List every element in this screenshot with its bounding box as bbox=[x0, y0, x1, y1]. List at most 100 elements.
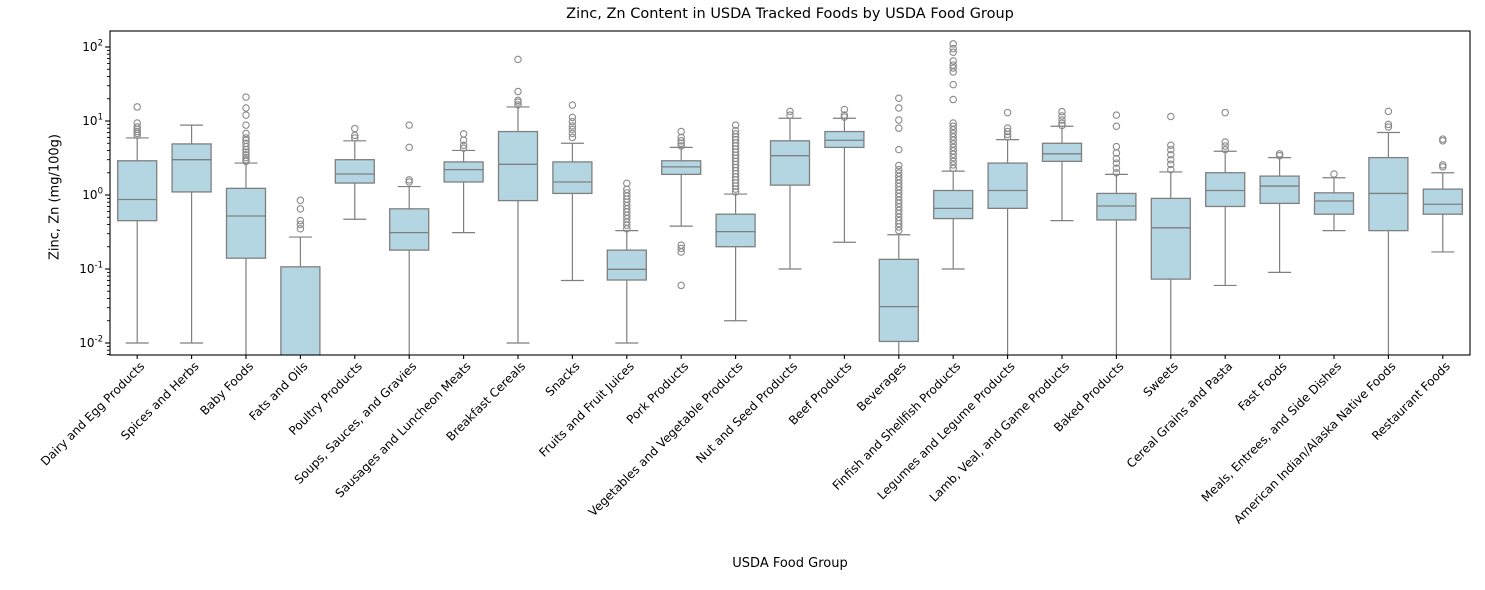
box bbox=[280, 266, 321, 355]
outlier-point bbox=[405, 121, 413, 129]
box bbox=[606, 249, 647, 281]
box-group bbox=[225, 93, 267, 355]
outlier-point bbox=[1167, 155, 1175, 164]
outlier-point bbox=[840, 111, 849, 119]
outlier-point bbox=[1112, 122, 1121, 130]
outlier-point bbox=[677, 127, 685, 136]
outlier-point bbox=[242, 148, 250, 156]
box-group bbox=[497, 55, 539, 344]
y-tick-label: 10-1 bbox=[79, 261, 103, 277]
outlier-point bbox=[731, 135, 740, 144]
outlier-point bbox=[677, 142, 685, 150]
outlier-point bbox=[895, 206, 903, 215]
outlier-point bbox=[949, 40, 957, 48]
outlier-point bbox=[1275, 150, 1284, 158]
outlier-point bbox=[242, 104, 250, 112]
outlier-point bbox=[1058, 119, 1066, 128]
outlier-point bbox=[895, 145, 903, 154]
box-group bbox=[1259, 150, 1300, 273]
outlier-point bbox=[1167, 165, 1175, 174]
box bbox=[497, 130, 539, 202]
outlier-point bbox=[949, 140, 957, 148]
box-group bbox=[824, 105, 865, 243]
outlier-point bbox=[786, 111, 794, 119]
y-tick-label: 10-2 bbox=[79, 335, 103, 351]
outlier-point bbox=[1058, 107, 1066, 116]
x-tick-label: Dairy and Egg Products bbox=[38, 359, 147, 468]
outlier-point bbox=[1167, 145, 1175, 154]
y-tick-label: 100 bbox=[82, 187, 103, 203]
outlier-point bbox=[133, 103, 141, 111]
box bbox=[1205, 172, 1246, 208]
box-group bbox=[1150, 112, 1191, 355]
outlier-point bbox=[242, 134, 250, 142]
box bbox=[1368, 156, 1409, 232]
outlier-point bbox=[242, 129, 250, 138]
outlier-point bbox=[949, 119, 957, 127]
outlier-point bbox=[568, 122, 577, 130]
x-tick-label: Baby Foods bbox=[197, 359, 256, 418]
outlier-point bbox=[296, 205, 305, 213]
outlier-point bbox=[1058, 116, 1066, 124]
outlier-point bbox=[351, 134, 359, 142]
box-group bbox=[1096, 111, 1137, 355]
outlier-point bbox=[895, 104, 903, 112]
x-tick-label: Snacks bbox=[543, 359, 583, 399]
outlier-point bbox=[405, 176, 413, 184]
outlier-point bbox=[623, 189, 631, 197]
outlier-point bbox=[1003, 108, 1012, 117]
box-series bbox=[117, 40, 1463, 355]
outlier-point bbox=[1112, 164, 1121, 172]
outlier-point bbox=[1384, 123, 1393, 131]
outlier-point bbox=[895, 124, 903, 132]
outlier-point bbox=[1167, 141, 1175, 150]
outlier-point bbox=[242, 139, 250, 148]
outlier-point bbox=[949, 161, 957, 169]
outlier-point bbox=[296, 220, 305, 229]
outlier-point bbox=[895, 216, 903, 225]
outlier-point bbox=[731, 130, 740, 138]
outlier-point bbox=[1221, 142, 1229, 150]
x-tick-label: Fruits and Fruit Juices bbox=[536, 359, 637, 460]
box bbox=[769, 140, 811, 186]
y-tick-label: 102 bbox=[82, 39, 103, 55]
outlier-point bbox=[1112, 154, 1121, 163]
outlier-point bbox=[459, 144, 468, 152]
outlier-point bbox=[1439, 135, 1447, 143]
outlier-point bbox=[949, 133, 957, 141]
box-group bbox=[661, 127, 702, 290]
outlier-point bbox=[568, 129, 577, 138]
box-group bbox=[334, 124, 375, 220]
outlier-point bbox=[623, 179, 631, 188]
outlier-point bbox=[242, 93, 250, 101]
box bbox=[171, 143, 212, 193]
box-group bbox=[1313, 170, 1355, 232]
outlier-point bbox=[949, 80, 957, 89]
outlier-point bbox=[514, 101, 522, 109]
outlier-point bbox=[949, 129, 957, 138]
x-tick-label: Cereal Grains and Pasta bbox=[1124, 359, 1235, 470]
outlier-point bbox=[949, 48, 957, 56]
outlier-point bbox=[133, 123, 141, 131]
box bbox=[1041, 142, 1083, 162]
outlier-point bbox=[1221, 145, 1229, 154]
box bbox=[1259, 175, 1300, 205]
chart-title: Zinc, Zn Content in USDA Tracked Foods b… bbox=[566, 6, 1014, 22]
box-group bbox=[606, 179, 647, 344]
outlier-point bbox=[514, 55, 522, 64]
outlier-point bbox=[405, 178, 413, 186]
box bbox=[334, 159, 375, 184]
outlier-point bbox=[1112, 159, 1121, 167]
outlier-point bbox=[296, 196, 305, 204]
outlier-point bbox=[1384, 120, 1393, 129]
outlier-point bbox=[786, 107, 794, 116]
outlier-point bbox=[351, 124, 359, 133]
outlier-point bbox=[242, 111, 250, 119]
outlier-point bbox=[568, 133, 577, 142]
outlier-point bbox=[949, 95, 957, 104]
outlier-point bbox=[949, 44, 957, 53]
outlier-point bbox=[949, 57, 957, 65]
box-group bbox=[552, 101, 593, 282]
box bbox=[987, 162, 1028, 210]
